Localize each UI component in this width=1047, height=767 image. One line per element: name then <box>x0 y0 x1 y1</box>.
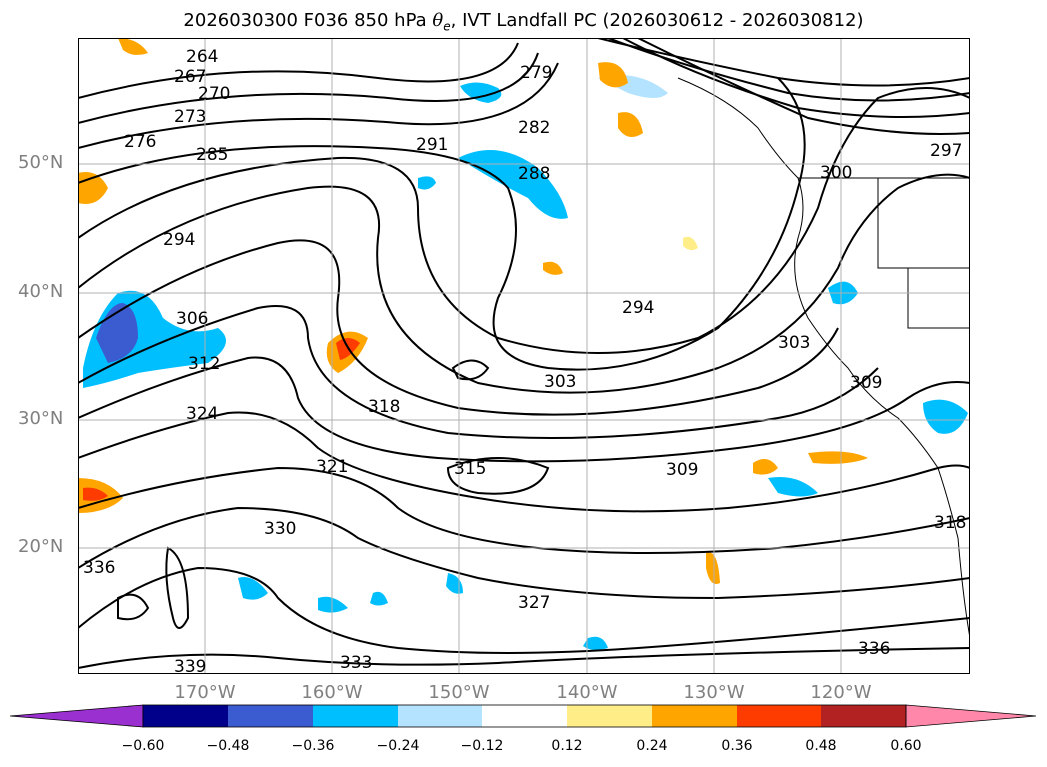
lon-label-120w: 120°W <box>810 682 872 703</box>
contour-label: 267 <box>174 67 206 87</box>
contour-label: 294 <box>163 230 195 250</box>
contour-label: 339 <box>174 657 206 674</box>
contour-label: 276 <box>124 132 156 152</box>
contour-label: 279 <box>520 63 552 83</box>
colorbar-label: −0.24 <box>376 738 420 754</box>
contour-label: 324 <box>186 404 218 424</box>
contour-label: 312 <box>188 354 220 374</box>
lon-label-150w: 150°W <box>428 682 490 703</box>
contour-label: 333 <box>340 653 372 673</box>
contour-label: 291 <box>416 135 448 155</box>
contour-label: 336 <box>83 558 115 578</box>
lon-label-130w: 130°W <box>683 682 745 703</box>
contour-label: 273 <box>174 107 206 127</box>
colorbar-label: −0.36 <box>291 738 335 754</box>
contour-label: 318 <box>368 397 400 417</box>
lat-label-30n: 30°N <box>18 408 64 429</box>
contour-label: 330 <box>264 519 296 539</box>
lon-label-140w: 140°W <box>556 682 618 703</box>
colorbar-label: 0.48 <box>805 738 837 754</box>
contour-label: 297 <box>930 141 962 161</box>
contour-label: 321 <box>316 457 348 477</box>
lon-label-170w: 170°W <box>174 682 236 703</box>
contour-label: 309 <box>666 460 698 480</box>
contour-label: 303 <box>544 372 576 392</box>
coastlines <box>677 77 970 639</box>
contour-label: 294 <box>622 298 654 318</box>
map-title: 2026030300 F036 850 hPa θe, IVT Landfall… <box>183 10 864 34</box>
lat-label-50n: 50°N <box>18 152 64 173</box>
contour-label: 315 <box>454 459 486 479</box>
colorbar-label: 0.36 <box>721 738 753 754</box>
contour-label-group: 264 267 270 273 276 285 291 279 282 288 … <box>83 47 966 674</box>
colorbar-label: −0.60 <box>121 738 165 754</box>
colorbar-label: −0.12 <box>460 738 504 754</box>
grid-lines <box>78 38 970 674</box>
shading-layer <box>78 38 968 651</box>
colorbar-label: 0.24 <box>636 738 668 754</box>
lat-label-40n: 40°N <box>18 281 64 302</box>
contour-label: 300 <box>820 163 852 183</box>
colorbar-label: 0.60 <box>890 738 922 754</box>
map-plot: 264 267 270 273 276 285 291 279 282 288 … <box>78 38 970 674</box>
contour-label: 303 <box>778 333 810 353</box>
contour-label: 318 <box>934 513 966 533</box>
contour-lines <box>78 38 970 669</box>
lon-label-160w: 160°W <box>301 682 363 703</box>
colorbar <box>10 704 1037 728</box>
contour-label: 336 <box>858 639 890 659</box>
contour-label: 264 <box>186 47 218 67</box>
contour-label: 306 <box>176 309 208 329</box>
colorbar-label: 0.12 <box>551 738 583 754</box>
colorbar-label: −0.48 <box>206 738 250 754</box>
lat-label-20n: 20°N <box>18 536 64 557</box>
contour-label: 288 <box>518 164 550 184</box>
contour-label: 282 <box>518 118 550 138</box>
contour-label: 327 <box>518 593 550 613</box>
contour-label: 285 <box>196 145 228 165</box>
contour-label: 270 <box>198 84 230 104</box>
contour-label: 309 <box>850 373 882 393</box>
